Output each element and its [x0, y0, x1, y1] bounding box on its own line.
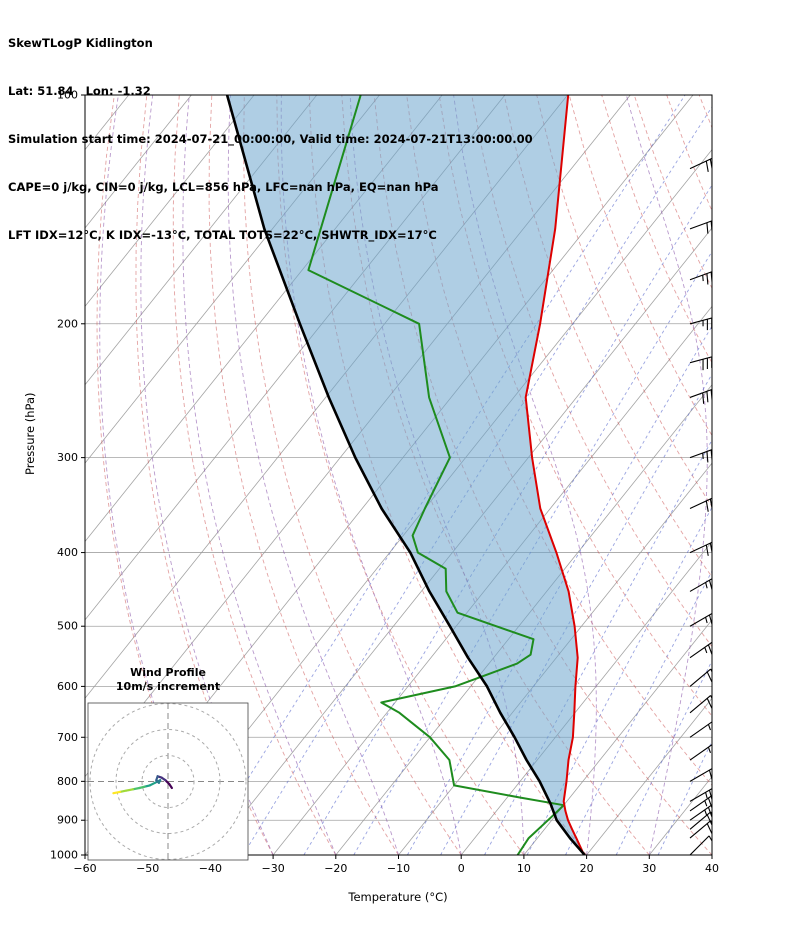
x-axis-label: Temperature (°C) — [348, 890, 448, 904]
svg-text:−10: −10 — [387, 862, 410, 875]
svg-text:20: 20 — [580, 862, 594, 875]
svg-text:30: 30 — [642, 862, 656, 875]
svg-text:400: 400 — [57, 546, 78, 559]
svg-text:300: 300 — [57, 451, 78, 464]
indices-line-2: LFT IDX=12°C, K IDX=-13°C, TOTAL TOTS=22… — [8, 228, 437, 242]
svg-text:600: 600 — [57, 680, 78, 693]
svg-text:−60: −60 — [73, 862, 96, 875]
svg-text:10: 10 — [517, 862, 531, 875]
figure-header: SkewTLogP Kidlington Lat: 51.84 Lon: -1.… — [8, 3, 533, 275]
hodograph-title-block: Wind Profile 10m/s increment — [88, 666, 248, 694]
hodograph-title: Wind Profile — [130, 666, 206, 679]
svg-text:700: 700 — [57, 731, 78, 744]
svg-text:−30: −30 — [261, 862, 284, 875]
svg-text:−20: −20 — [324, 862, 347, 875]
svg-text:0: 0 — [458, 862, 465, 875]
indices-line-1: CAPE=0 j/kg, CIN=0 j/kg, LCL=856 hPa, LF… — [8, 180, 439, 194]
svg-text:−40: −40 — [199, 862, 222, 875]
svg-text:500: 500 — [57, 620, 78, 633]
svg-text:−50: −50 — [136, 862, 159, 875]
time-line: Simulation start time: 2024-07-21_00:00:… — [8, 132, 533, 146]
svg-text:40: 40 — [705, 862, 719, 875]
figure-title: SkewTLogP Kidlington — [8, 36, 153, 50]
svg-text:900: 900 — [57, 814, 78, 827]
svg-text:200: 200 — [57, 317, 78, 330]
location-line: Lat: 51.84 Lon: -1.32 — [8, 84, 151, 98]
svg-text:100: 100 — [57, 89, 78, 102]
svg-text:1000: 1000 — [50, 849, 78, 862]
svg-text:800: 800 — [57, 775, 78, 788]
hodograph-subtitle: 10m/s increment — [115, 680, 221, 693]
